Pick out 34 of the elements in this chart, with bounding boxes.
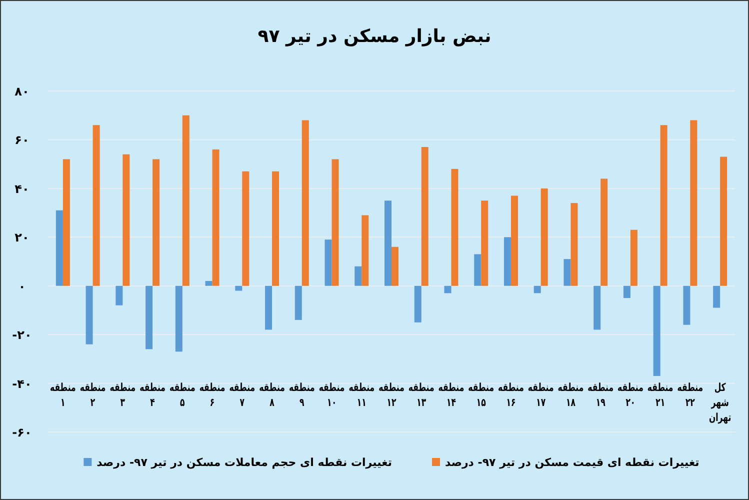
ytick: ۴۰ xyxy=(14,182,30,196)
ytick: ۰ xyxy=(18,279,26,294)
xtick: منطقه ۲ xyxy=(80,382,106,410)
xtick: منطقه ۲۰ xyxy=(618,382,644,410)
xtick: منطقه ۸ xyxy=(259,382,285,410)
ytick: -۶۰ xyxy=(12,426,32,440)
xtick: منطقه ۱ xyxy=(50,382,76,410)
xtick: منطقه ۳ xyxy=(110,382,136,410)
xtick: منطقه ۶ xyxy=(199,382,226,410)
xtick: منطقه ۱۰ xyxy=(318,382,345,410)
xtick: منطقه ۱۶ xyxy=(498,382,524,410)
ytick: -۴۰ xyxy=(12,376,32,391)
title: نبض بازار مسکن در تیر ۹۷ xyxy=(258,26,492,47)
legend-text: تغییرات نقطه ای حجم معاملات مسکن در تیر ۹۷- درصد xyxy=(96,456,392,469)
xtick: منطقه ۴ xyxy=(140,382,166,410)
xtick: منطقه ۷ xyxy=(229,382,256,410)
xtick: منطقه ۲۱ xyxy=(647,382,674,410)
xtick: منطقه ۱۷ xyxy=(528,382,554,410)
xtick: منطقه ۱۴ xyxy=(438,382,464,410)
ytick: ۲۰ xyxy=(14,230,30,245)
xtick: منطقه ۱۵ xyxy=(468,382,494,410)
xtick: منطقه ۱۱ xyxy=(348,382,375,410)
xtick: منطقه ۹ xyxy=(288,382,315,410)
xtick: منطقه ۱۳ xyxy=(408,382,434,410)
xtick: منطقه ۱۸ xyxy=(558,382,584,410)
ytick: ۶۰ xyxy=(14,133,30,148)
xtick: کل شهر تهران xyxy=(708,382,732,424)
xtick: منطقه ۲۲ xyxy=(677,382,704,410)
ytick: -۲۰ xyxy=(12,328,32,342)
xtick: منطقه ۵ xyxy=(169,382,196,410)
xtick: منطقه ۱۲ xyxy=(378,382,404,410)
ytick: ۸۰ xyxy=(14,84,30,98)
legend-text: تغییرات نقطه ای قیمت مسکن در تیر ۹۷- درصد xyxy=(444,456,700,469)
xtick: منطقه ۱۹ xyxy=(588,382,614,410)
